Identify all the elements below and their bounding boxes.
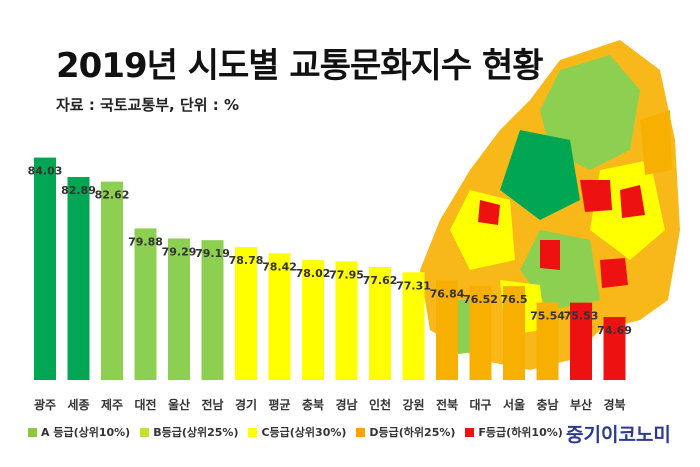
category-label: 광주 bbox=[34, 397, 56, 412]
legend-label: A 등급(상위10%) bbox=[41, 426, 131, 439]
bar-value-label: 78.42 bbox=[262, 260, 297, 273]
legend-swatch bbox=[28, 427, 37, 437]
bar-value-label: 75.54 bbox=[530, 309, 565, 322]
bar-경기 bbox=[235, 247, 257, 380]
category-label: 충남 bbox=[536, 397, 558, 412]
bar-제주 bbox=[101, 181, 123, 380]
category-label: 평균 bbox=[268, 398, 290, 412]
bar-value-label: 82.89 bbox=[61, 184, 96, 197]
category-label: 경기 bbox=[235, 397, 257, 412]
bar-인천 bbox=[369, 266, 391, 380]
legend-label: C등급(상위30%) bbox=[261, 426, 347, 439]
legend-item-f: F등급(하위10%) bbox=[465, 424, 563, 440]
category-label: 경북 bbox=[603, 398, 625, 412]
category-label: 제주 bbox=[101, 398, 123, 412]
bar-전남 bbox=[201, 240, 224, 380]
bar-서울 bbox=[503, 286, 525, 380]
legend-swatch bbox=[465, 427, 475, 437]
bar-충북 bbox=[302, 260, 324, 380]
bar-전북 bbox=[436, 280, 458, 380]
legend-swatch bbox=[356, 427, 366, 437]
bar-평균 bbox=[268, 253, 291, 380]
category-label: 부산 bbox=[570, 397, 592, 412]
legend-item-d: D등급(하위25%) bbox=[356, 424, 455, 440]
chart-source: 자료 : 국토교통부, 단위 : % bbox=[56, 96, 240, 114]
bar-광주 bbox=[34, 157, 56, 380]
legend-label: B등급(상위25%) bbox=[153, 426, 239, 439]
category-label: 전북 bbox=[436, 397, 458, 412]
bar-대전 bbox=[134, 228, 157, 380]
legend-label: F등급(하위10%) bbox=[478, 426, 563, 439]
category-label: 전남 bbox=[201, 397, 223, 412]
bar-세종 bbox=[67, 177, 90, 380]
legend-swatch bbox=[248, 427, 258, 437]
chart-title: 2019년 시도별 교통문화지수 현황 bbox=[56, 46, 543, 86]
category-label: 대전 bbox=[134, 397, 156, 412]
brand-logo: 중기이코노미 bbox=[566, 424, 671, 446]
bar-value-label: 77.31 bbox=[396, 279, 431, 292]
bar-value-label: 84.03 bbox=[28, 165, 63, 178]
legend-label: D등급(하위25%) bbox=[369, 426, 456, 439]
bar-value-label: 74.69 bbox=[597, 324, 632, 337]
legend-swatch bbox=[140, 427, 150, 437]
legend-item-c: C등급(상위30%) bbox=[248, 424, 346, 440]
bar-value-label: 76.52 bbox=[463, 293, 498, 306]
legend-item-a: A 등급(상위10%) bbox=[28, 424, 130, 440]
category-label: 서울 bbox=[503, 397, 525, 412]
bar-부산 bbox=[570, 302, 592, 380]
bar-value-label: 76.5 bbox=[500, 293, 527, 306]
bar-value-label: 78.02 bbox=[296, 267, 331, 280]
bar-value-label: 77.95 bbox=[329, 268, 364, 281]
category-label: 충북 bbox=[302, 397, 324, 412]
legend: A 등급(상위10%) B등급(상위25%) C등급(상위30%) D등급(하위… bbox=[28, 424, 563, 440]
bar-value-label: 79.29 bbox=[162, 245, 197, 258]
bar-경남 bbox=[335, 261, 358, 380]
bar-value-label: 75.53 bbox=[564, 310, 599, 323]
bar-value-label: 76.84 bbox=[430, 287, 465, 300]
bar-value-label: 78.78 bbox=[229, 254, 264, 267]
legend-item-b: B등급(상위25%) bbox=[140, 424, 238, 440]
category-label: 울산 bbox=[168, 397, 190, 412]
category-label: 세종 bbox=[67, 397, 89, 412]
bar-강원 bbox=[402, 272, 425, 380]
bar-울산 bbox=[168, 238, 190, 380]
bar-value-label: 79.88 bbox=[128, 235, 163, 248]
bar-경북 bbox=[603, 317, 626, 380]
bar-대구 bbox=[469, 285, 492, 380]
bar-value-label: 79.19 bbox=[195, 247, 230, 260]
category-label: 강원 bbox=[402, 398, 424, 412]
category-label: 인천 bbox=[369, 397, 391, 412]
category-label: 경남 bbox=[335, 397, 357, 412]
bar-충남 bbox=[536, 302, 559, 380]
bar-value-label: 82.62 bbox=[95, 189, 130, 202]
category-label: 대구 bbox=[469, 398, 491, 412]
bar-value-label: 77.62 bbox=[363, 274, 398, 287]
